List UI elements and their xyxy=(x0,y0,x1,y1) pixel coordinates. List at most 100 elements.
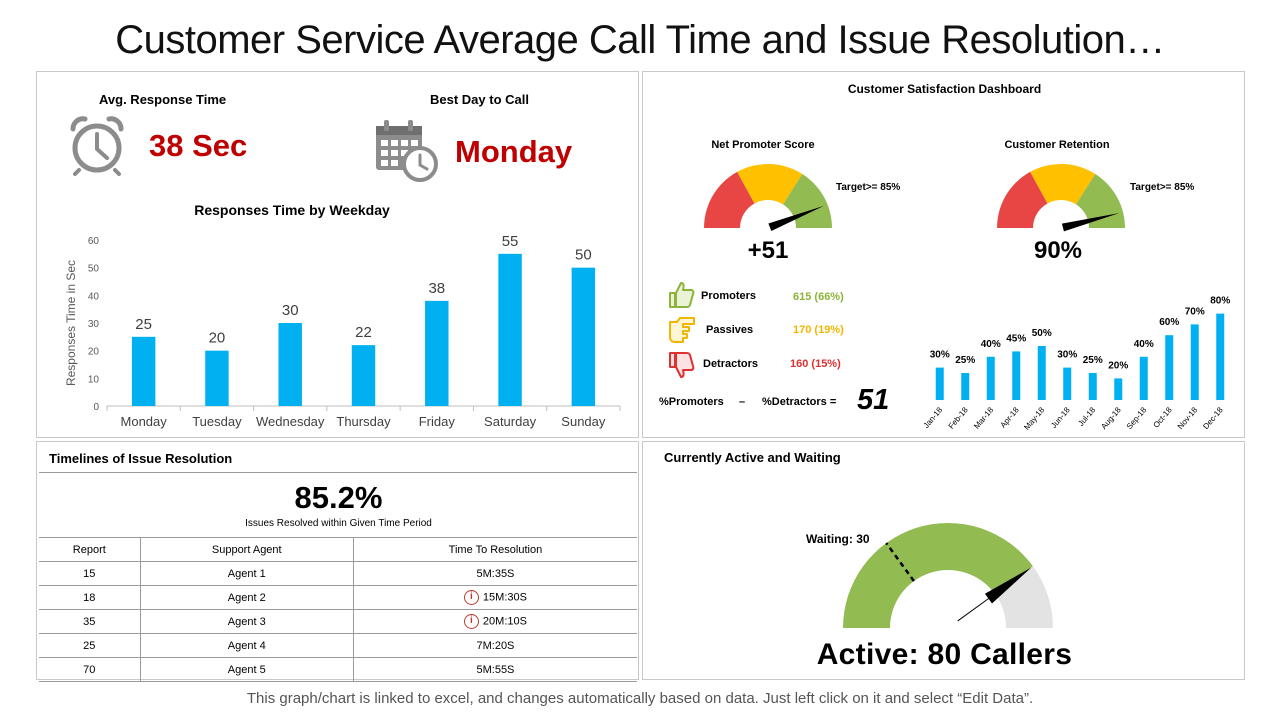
month-bar-may-18[interactable] xyxy=(1037,346,1046,400)
column-header-report[interactable]: Report xyxy=(39,537,141,562)
table-row[interactable]: 25 Agent 4 7M:20S xyxy=(39,633,637,658)
month-bar-jan-18[interactable] xyxy=(935,367,944,400)
avg-response-value: 38 Sec xyxy=(149,128,248,163)
retention-gauge xyxy=(997,164,1125,232)
bar-sunday[interactable] xyxy=(571,267,596,406)
bar-monday[interactable] xyxy=(131,336,156,406)
promoters-label: Promoters xyxy=(701,290,757,302)
weekday-response-chart: Responses Time by Weekday Responses Time … xyxy=(64,202,621,429)
month-tick-label: Oct-18 xyxy=(1151,405,1174,430)
time-cell: 7M:20S xyxy=(352,633,637,658)
time-cell: 5M:35S xyxy=(352,561,637,586)
table-row[interactable]: 70 Agent 5 5M:55S xyxy=(39,657,637,682)
time-value: 15M:30S xyxy=(482,591,527,604)
table-row[interactable]: 35 Agent 3 i 20M:10S xyxy=(39,609,637,634)
retention-target: Target>= 85% xyxy=(1130,182,1195,193)
bar-value-label: 20 xyxy=(209,330,226,347)
timelines-divider xyxy=(39,472,637,473)
promoters-value: 615 (66%) xyxy=(793,291,844,303)
retention-gauge-segment-0 xyxy=(997,171,1048,228)
month-tick-label: Feb-18 xyxy=(947,405,971,431)
y-tick-label: 0 xyxy=(93,402,99,413)
footer-note: This graph/chart is linked to excel, and… xyxy=(246,690,1034,707)
calendar-clock-icon xyxy=(376,120,438,182)
best-day-value: Monday xyxy=(455,134,573,169)
y-tick-label: 60 xyxy=(88,236,100,247)
x-tick-label: Thursday xyxy=(336,414,391,429)
passives-value: 170 (19%) xyxy=(793,324,844,336)
bar-value-label: 55 xyxy=(502,233,519,250)
satisfaction-title: Customer Satisfaction Dashboard xyxy=(847,82,1042,96)
bar-wednesday[interactable] xyxy=(278,323,302,406)
nps-gauge-segment-1 xyxy=(737,164,803,205)
nps-gauge-segment-0 xyxy=(704,171,755,228)
formula-minus: – xyxy=(739,396,746,408)
month-bar-aug-18[interactable] xyxy=(1114,378,1123,400)
month-value-label: 40% xyxy=(1134,339,1154,350)
time-cell: i 20M:10S xyxy=(352,609,637,634)
chart-title: Responses Time by Weekday xyxy=(194,202,390,218)
month-value-label: 25% xyxy=(955,355,975,366)
time-value: 5M:55S xyxy=(476,663,515,676)
month-bar-dec-18[interactable] xyxy=(1216,313,1225,400)
formula-result: 51 xyxy=(857,384,890,416)
month-bar-jul-18[interactable] xyxy=(1088,373,1097,400)
month-bar-nov-18[interactable] xyxy=(1190,324,1199,400)
table-row[interactable]: 15 Agent 1 5M:35S xyxy=(39,561,637,586)
avg-response-label: Avg. Response Time xyxy=(99,92,227,107)
x-tick-label: Wednesday xyxy=(256,414,325,429)
bar-tuesday[interactable] xyxy=(205,350,229,406)
bar-value-label: 50 xyxy=(575,247,592,264)
x-tick-label: Saturday xyxy=(484,414,537,429)
nps-target: Target>= 85% xyxy=(836,182,901,193)
column-header-time[interactable]: Time To Resolution xyxy=(352,537,637,562)
active-title: Currently Active and Waiting xyxy=(664,450,841,465)
report-cell: 25 xyxy=(39,633,141,658)
table-row[interactable]: 18 Agent 2 i 15M:30S xyxy=(39,585,637,610)
month-value-label: 20% xyxy=(1108,360,1128,371)
month-bar-feb-18[interactable] xyxy=(961,373,970,400)
x-tick-label: Monday xyxy=(121,414,168,429)
bar-friday[interactable] xyxy=(425,300,449,406)
month-tick-label: Dec-18 xyxy=(1201,405,1225,431)
thumbs-up-icon xyxy=(669,282,695,308)
agent-cell: Agent 1 xyxy=(139,561,354,586)
time-value: 20M:10S xyxy=(482,615,527,628)
bar-value-label: 22 xyxy=(355,324,372,341)
active-waiting-panel: Currently Active and Waiting Waiting: 30… xyxy=(642,441,1245,680)
agent-cell: Agent 4 xyxy=(139,633,354,658)
bar-thursday[interactable] xyxy=(351,345,376,406)
month-bar-sep-18[interactable] xyxy=(1139,356,1148,400)
month-tick-label: Nov-18 xyxy=(1176,405,1200,431)
nps-gauge-segment-2 xyxy=(783,173,832,228)
warning-icon: i xyxy=(463,590,479,605)
bar-saturday[interactable] xyxy=(498,253,522,406)
y-tick-label: 30 xyxy=(88,319,100,330)
month-bar-apr-18[interactable] xyxy=(1012,351,1021,400)
time-value: 7M:20S xyxy=(476,639,515,652)
active-label: Active: 80 Callers xyxy=(816,638,1073,671)
month-bar-mar-18[interactable] xyxy=(986,356,995,400)
passives-label: Passives xyxy=(706,324,754,336)
column-header-agent[interactable]: Support Agent xyxy=(139,537,354,562)
report-cell: 35 xyxy=(39,609,141,634)
active-needle-tail xyxy=(957,598,989,622)
month-bar-jun-18[interactable] xyxy=(1063,367,1072,400)
customer-satisfaction-panel: Customer Satisfaction Dashboard Net Prom… xyxy=(642,71,1245,438)
month-value-label: 30% xyxy=(1057,350,1077,361)
x-tick-label: Tuesday xyxy=(192,414,242,429)
month-bar-oct-18[interactable] xyxy=(1165,335,1174,400)
waiting-marker xyxy=(885,542,915,582)
table-header-row: Report Support Agent Time To Resolution xyxy=(39,537,637,562)
retention-gauge-segment-1 xyxy=(1030,164,1096,205)
best-day-label: Best Day to Call xyxy=(430,92,529,107)
report-cell: 70 xyxy=(39,657,141,682)
nps-label: Net Promoter Score xyxy=(711,139,815,151)
bar-value-label: 30 xyxy=(282,302,299,319)
alarm-clock-icon xyxy=(70,116,124,176)
page-title: Customer Service Average Call Time and I… xyxy=(115,18,1165,62)
month-value-label: 40% xyxy=(981,339,1001,350)
warning-icon: i xyxy=(463,614,479,629)
retention-value: 90% xyxy=(1033,237,1083,264)
month-tick-label: Mar-18 xyxy=(972,405,996,431)
